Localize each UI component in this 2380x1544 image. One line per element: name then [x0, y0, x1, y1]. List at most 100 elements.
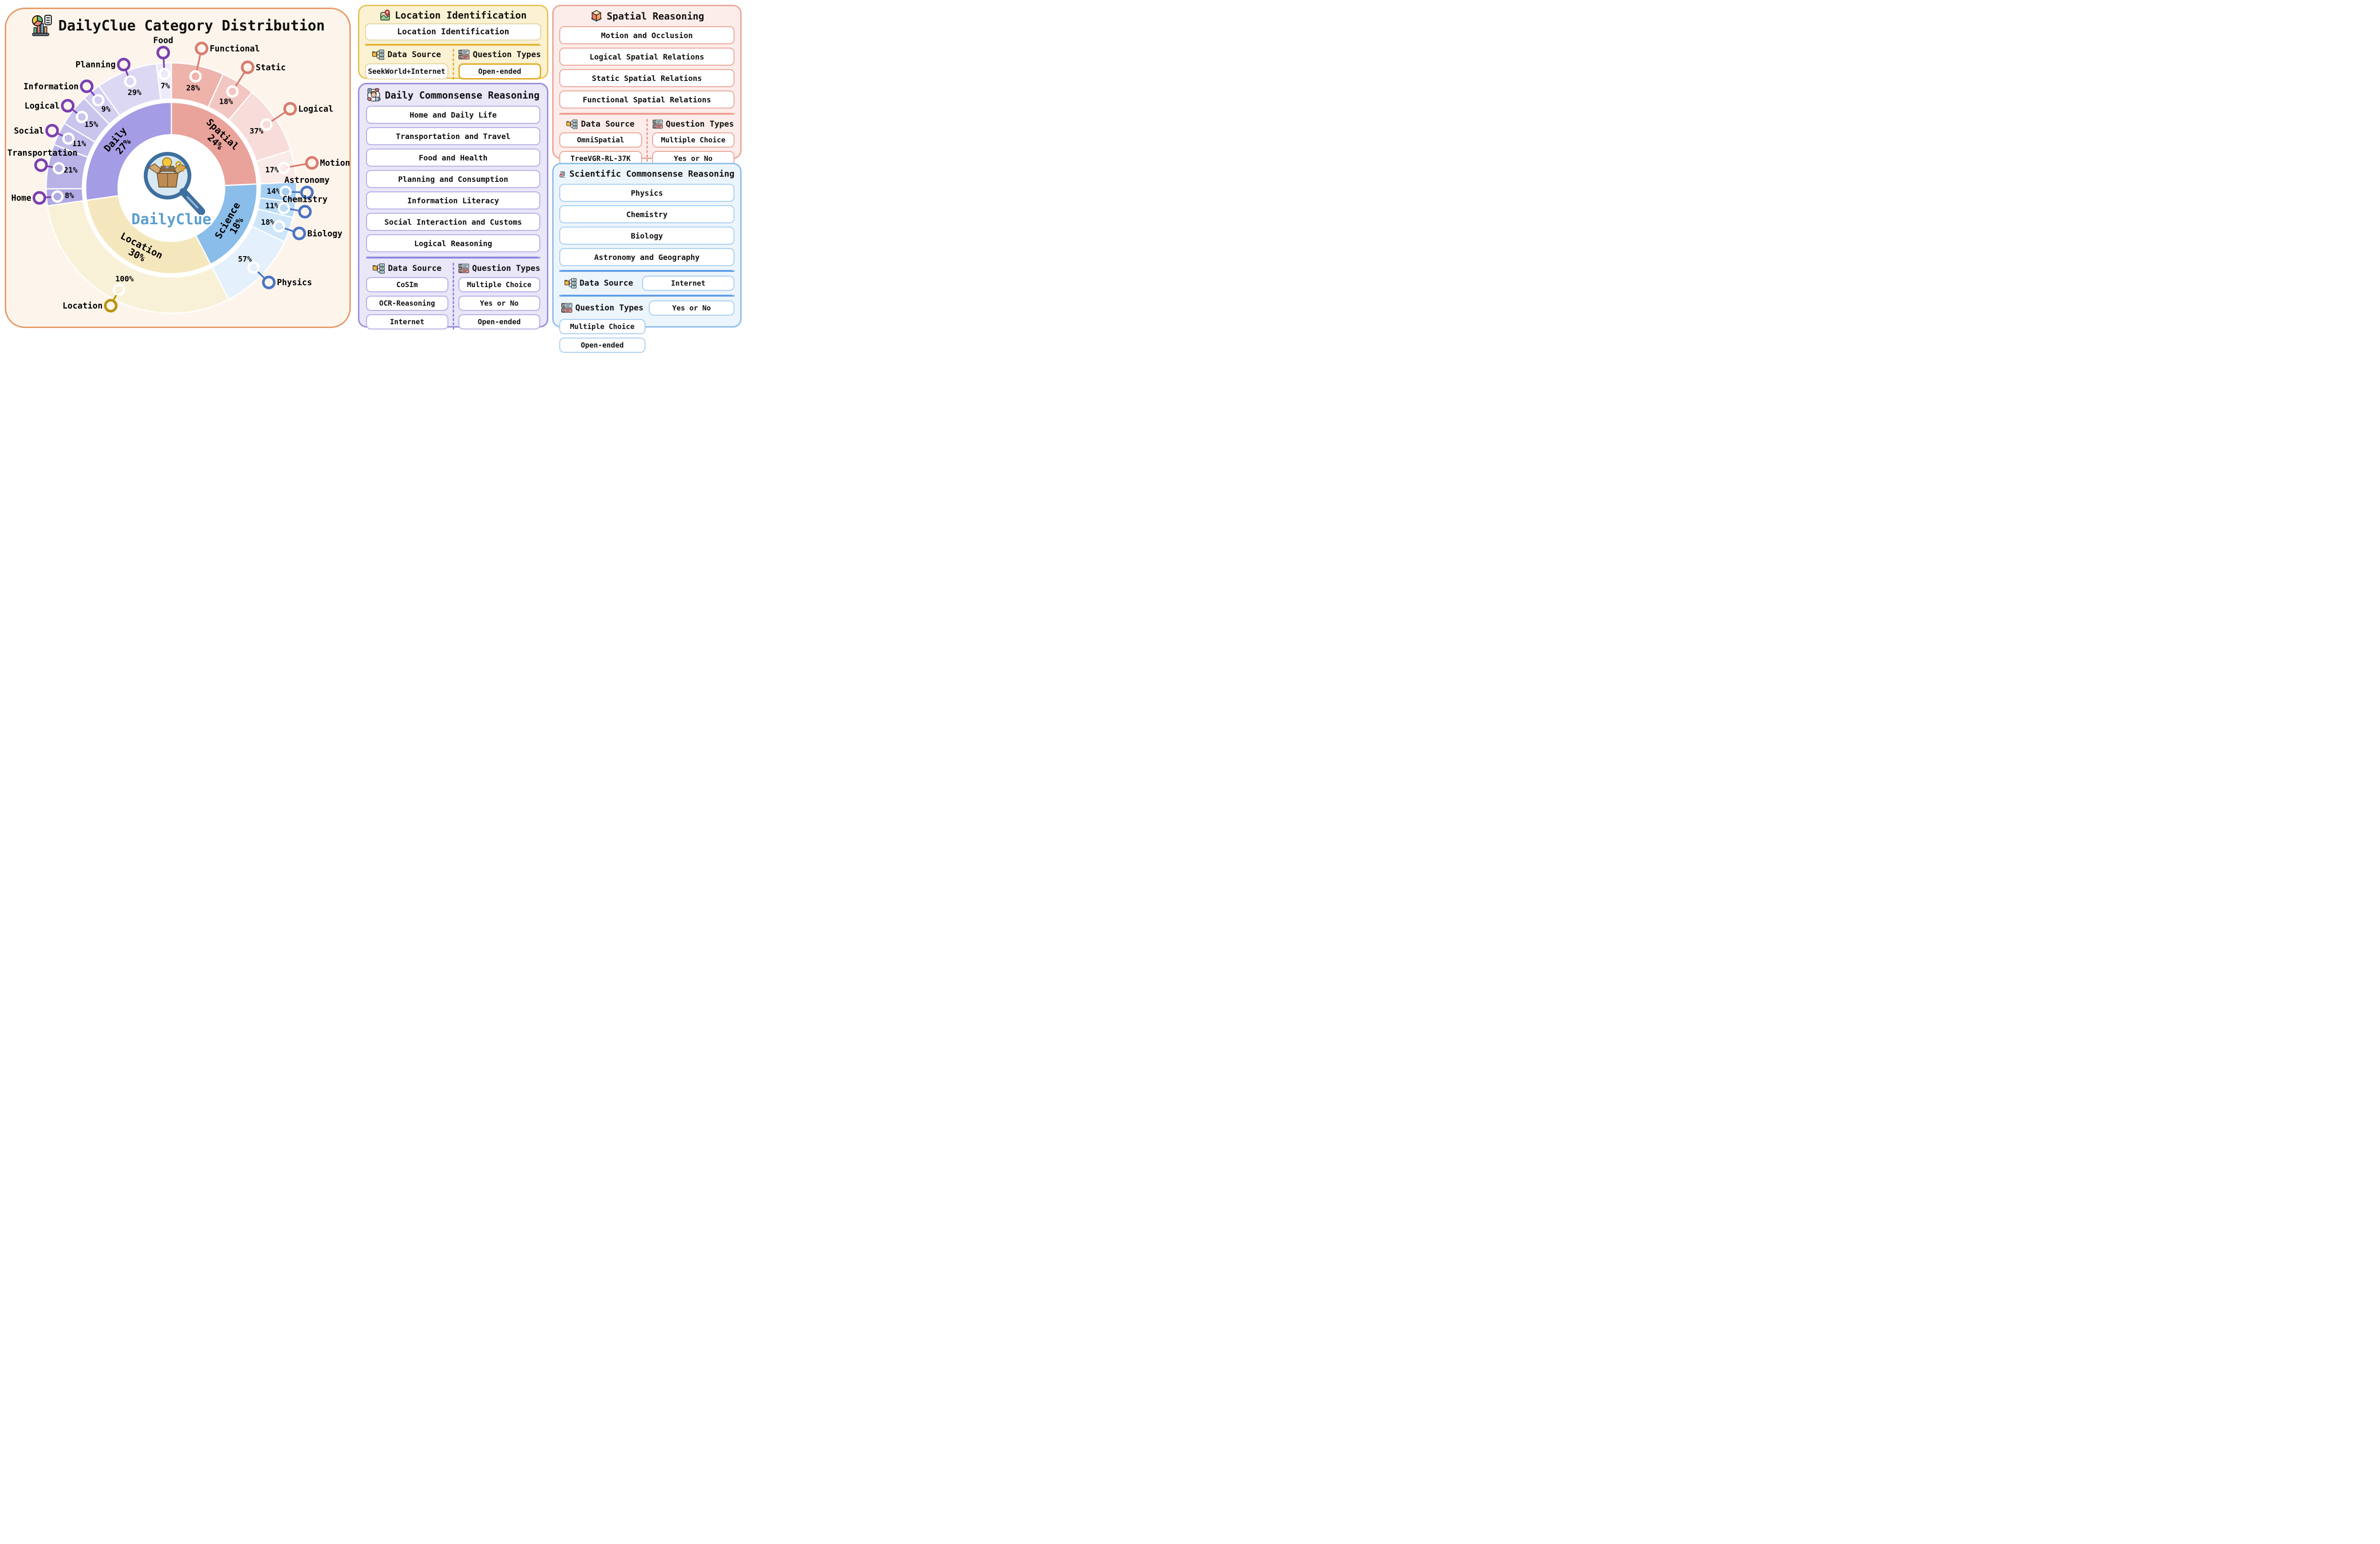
map-pin-icon	[380, 10, 390, 20]
slice-percent-label: 28%	[186, 83, 200, 92]
category-label: Social	[14, 126, 44, 136]
data-source-list: SeekWorld+Internet	[365, 63, 448, 80]
leader-line	[195, 53, 201, 73]
category-label: Transportation	[7, 149, 78, 158]
data-source-header: Data Source	[365, 49, 448, 60]
list-item: CoSIm	[366, 277, 448, 292]
list-item-label: Yes or No	[672, 304, 711, 312]
list-item-label: Multiple Choice	[570, 322, 635, 331]
slice-percent-label: 18%	[219, 97, 233, 106]
leader-dot-inner	[226, 85, 239, 98]
list-item: Astronomy and Geography	[559, 248, 734, 266]
question-types-list: Open-ended	[458, 63, 541, 80]
list-item-label: Multiple Choice	[661, 136, 725, 144]
list-item: Food and Health	[366, 149, 540, 167]
list-item: Social Interaction and Customs	[366, 213, 540, 231]
list-item-label: OCR-Reasoning	[379, 299, 435, 308]
leader-dot-inner	[62, 132, 75, 145]
list-item-label: Food and Health	[418, 153, 488, 162]
category-label: Functional	[209, 44, 259, 54]
list-item-label: Motion and Occlusion	[601, 30, 693, 40]
question-types-list: Multiple Choice Yes or No Open-ended	[458, 277, 540, 329]
list-item-label: Internet	[671, 279, 705, 288]
data-source-header: Data Source	[366, 263, 448, 274]
dashed-divider	[366, 257, 540, 259]
list-item: OmniSpatial	[559, 132, 642, 148]
list-item: Logical Spatial Relations	[559, 48, 734, 66]
category-distribution-panel: Spatial24% Science18% Location30% Daily27% 2…	[5, 8, 351, 328]
panel-title: Scientific Commonsense Reasoning	[569, 169, 734, 179]
dashed-divider	[559, 295, 734, 297]
list-item-label: Open-ended	[581, 341, 624, 349]
svg-text:A: A	[654, 125, 656, 128]
category-label: Physics	[277, 278, 312, 288]
question-types-icon: Q A	[458, 263, 469, 273]
question-types-grid: Q A Question Types Yes or No Multiple Ch…	[559, 300, 734, 353]
leader-dot-outer	[45, 124, 59, 138]
leader-dot-inner	[189, 70, 202, 83]
list-item: Internet	[642, 276, 734, 291]
list-item: Static Spatial Relations	[559, 69, 734, 87]
list-item: Home and Daily Life	[366, 106, 540, 124]
dashed-divider	[559, 113, 734, 115]
leader-dot-inner	[278, 161, 290, 174]
slice-percent-label: 37%	[249, 127, 263, 136]
slice-percent-label: 57%	[238, 255, 252, 264]
data-source-label: Data Source	[387, 264, 442, 273]
daily-life-icon	[367, 88, 381, 102]
data-source-icon	[564, 278, 576, 289]
task-label: Location Identification	[397, 27, 509, 37]
leader-dot-inner	[92, 94, 105, 107]
data-source-list: CoSIm OCR-Reasoning Internet	[366, 277, 448, 329]
list-item: Multiple Choice	[458, 277, 540, 292]
cube-3d-icon	[591, 10, 602, 22]
category-label: Chemistry	[282, 195, 327, 205]
list-item-label: Astronomy and Geography	[594, 252, 700, 262]
leader-dot-outer	[305, 156, 319, 170]
question-types-list: Yes or No	[648, 300, 734, 316]
list-item: Open-ended	[559, 338, 645, 353]
data-source-label: Data Source	[581, 120, 635, 129]
question-types-list: Multiple Choice Open-ended	[559, 319, 645, 353]
list-item: SeekWorld+Internet	[365, 63, 448, 80]
list-item: Transportation and Travel	[366, 127, 540, 145]
slice-percent-label: 9%	[101, 105, 111, 114]
leader-dot-outer	[292, 227, 306, 240]
leader-dot-inner	[158, 68, 171, 80]
spatial-items-list: Motion and Occlusion Logical Spatial Rela…	[559, 26, 734, 109]
leader-dot-outer	[61, 99, 75, 113]
figure-root: { "chart_data": { "type": "sunburst", "t…	[0, 0, 746, 353]
panel-header: Location Identification	[365, 10, 541, 21]
chart-title: DailyClue Category Distribution	[6, 15, 349, 37]
slice-percent-label: 21%	[64, 166, 78, 175]
question-types-icon: Q A	[561, 303, 572, 313]
question-types-list: Multiple Choice Yes or No	[652, 132, 734, 166]
category-label: Food	[153, 36, 173, 46]
dashed-divider	[559, 270, 734, 272]
list-item-label: Yes or No	[480, 299, 519, 308]
list-item-label: Static Spatial Relations	[592, 73, 702, 83]
svg-text:A: A	[460, 56, 462, 59]
list-item: Motion and Occlusion	[559, 26, 734, 44]
list-item-label: Open-ended	[478, 67, 521, 76]
data-source-header: Data Source	[559, 119, 642, 129]
panel-header: Scientific Commonsense Reasoning	[559, 168, 734, 181]
list-item-label: TreeVGR-RL-37K	[570, 154, 631, 163]
panel-title: Daily Commonsense Reasoning	[385, 90, 540, 101]
data-source-icon	[566, 120, 578, 129]
leader-dot-outer	[117, 58, 131, 71]
slice-percent-label: 29%	[128, 88, 141, 97]
leader-dot-outer	[79, 80, 94, 93]
list-item-label: Transportation and Travel	[396, 131, 511, 141]
category-label: Planning	[76, 60, 116, 70]
list-item-label: Information Literacy	[407, 196, 499, 205]
panel-title: Spatial Reasoning	[606, 10, 704, 22]
question-types-icon: Q A	[652, 120, 663, 129]
category-label: Biology	[307, 229, 343, 239]
category-label: Motion	[320, 159, 349, 168]
center-logo: DailyClue	[130, 152, 213, 229]
leader-dot-inner	[124, 75, 137, 88]
panel-header: Spatial Reasoning	[559, 10, 734, 23]
list-item: Physics	[559, 184, 734, 202]
leader-dot-outer	[298, 205, 312, 219]
